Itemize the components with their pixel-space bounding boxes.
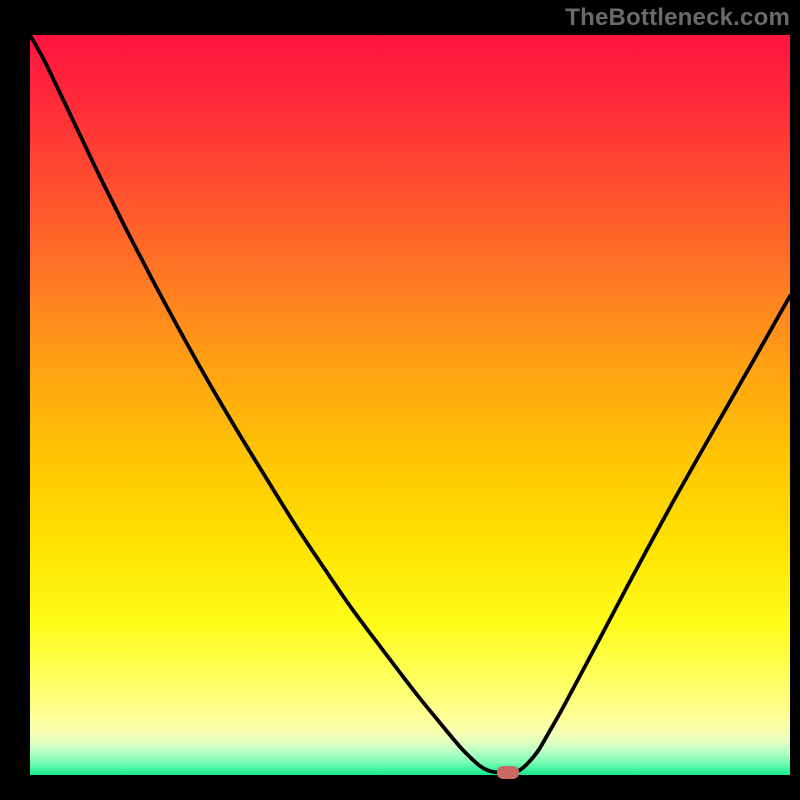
gradient-background-top [30,35,790,720]
gradient-background-bottom [30,720,790,775]
optimal-marker [497,766,519,779]
watermark-text: TheBottleneck.com [565,4,790,32]
bottleneck-chart [0,0,800,800]
